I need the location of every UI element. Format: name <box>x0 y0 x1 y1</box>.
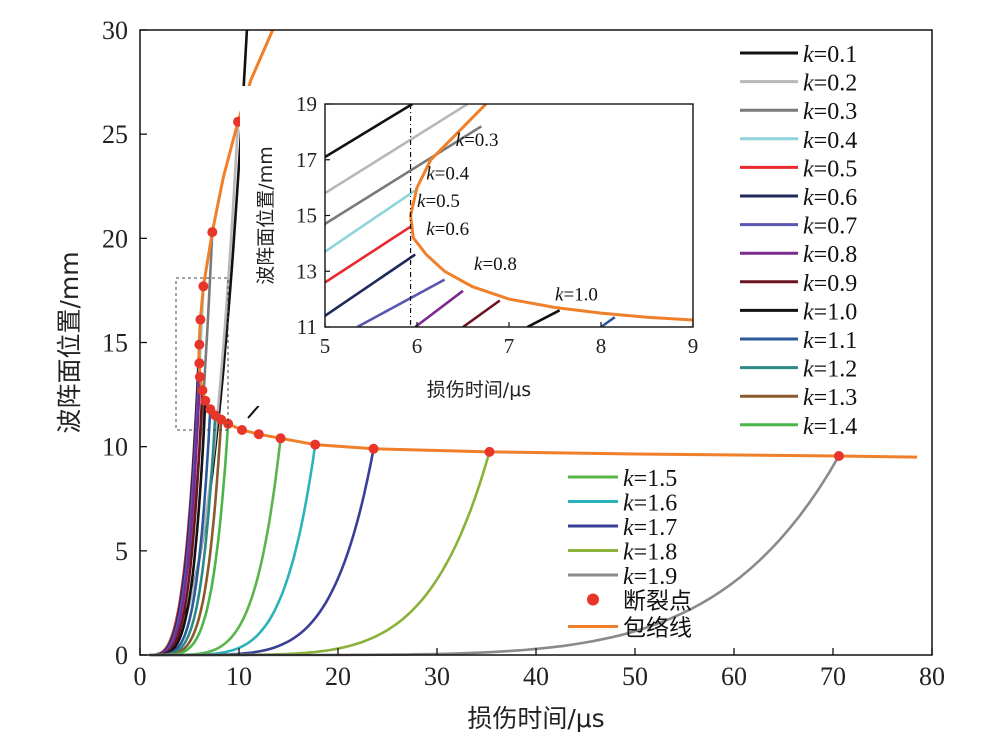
y-tick-label: 0 <box>115 641 128 670</box>
zoom-region-box <box>175 277 229 431</box>
inset-annotation: k=0.3 <box>456 130 499 151</box>
inset-plot: 5 6 7 8 9 11 13 15 17 19 损伤时间/μs 波阵面位置/mm k=0.3 k=0.4… <box>240 86 710 406</box>
fracture-point <box>833 451 844 461</box>
y-tick-label: 20 <box>102 224 128 253</box>
x-tick-label: 80 <box>919 662 945 691</box>
x-tick-label: 40 <box>523 662 549 691</box>
inset-annotation: k=0.5 <box>417 191 460 212</box>
inset-y-tick-label: 19 <box>296 92 317 116</box>
inset-annotation: k=0.8 <box>474 254 517 275</box>
inset-x-tick-label: 9 <box>688 334 699 358</box>
inset-background <box>240 86 710 406</box>
inset-annotation: k=0.4 <box>426 163 469 184</box>
y-tick-label: 15 <box>102 329 128 358</box>
legend-label-fracture: 断裂点 <box>623 589 692 615</box>
legend-label: k=1.3 <box>803 385 857 411</box>
inset-annotation: k=0.6 <box>426 219 469 240</box>
inset-y-axis-label: 波阵面位置/mm <box>255 146 277 284</box>
inset-y-tick-label: 11 <box>297 315 317 339</box>
main-envelope-layer <box>194 29 918 461</box>
legend-label: k=1.8 <box>623 540 677 566</box>
inset-x-axis-label: 损伤时间/μs <box>427 379 531 401</box>
legend-label: k=0.4 <box>803 128 857 154</box>
legend-label: k=0.2 <box>803 71 857 97</box>
legend-label: k=0.7 <box>803 214 857 240</box>
fracture-point <box>194 339 205 350</box>
fracture-point <box>197 385 208 396</box>
legend-label: k=0.6 <box>803 185 857 211</box>
fracture-point <box>223 418 234 429</box>
legend-label: k=0.5 <box>803 156 857 182</box>
inset-curve-k-0.4 <box>325 189 416 253</box>
x-tick-label: 10 <box>226 662 252 691</box>
inset-x-tick-label: 7 <box>504 334 515 358</box>
fracture-point <box>207 227 218 238</box>
x-tick-label: 30 <box>424 662 450 691</box>
fracture-point <box>194 358 205 369</box>
fracture-point <box>195 314 206 325</box>
inset-curve-k-0.6 <box>325 253 416 317</box>
fracture-point <box>484 446 495 457</box>
y-tick-label: 25 <box>102 120 128 149</box>
x-tick-label: 60 <box>721 662 747 691</box>
curve-k-0.8 <box>149 376 202 657</box>
curve-k-1.9 <box>149 455 841 657</box>
x-tick-label: 50 <box>622 662 648 691</box>
fracture-point <box>198 281 209 292</box>
inset-curve-k-0.2 <box>325 104 469 195</box>
legend-label: k=1.6 <box>623 491 677 517</box>
inset-curve-k-0.9 <box>462 299 501 327</box>
inset-curve-k-0.8 <box>414 289 464 327</box>
inset-curve-k-1.1 <box>600 316 616 327</box>
inset-y-tick-label: 15 <box>296 204 317 228</box>
fracture-point <box>253 429 264 440</box>
inset-curve-k-0.7 <box>356 278 446 327</box>
legend-label: k=1.0 <box>803 299 857 325</box>
x-tick-label: 70 <box>820 662 846 691</box>
legend-label: k=0.8 <box>803 242 857 268</box>
legend-label: k=1.5 <box>623 466 677 492</box>
legend-label: k=0.3 <box>803 99 857 125</box>
legend-label: k=1.4 <box>803 414 857 440</box>
inset-annotation: k=1.0 <box>555 285 598 306</box>
x-tick-label: 0 <box>134 662 147 691</box>
legend-label: k=1.1 <box>803 328 857 354</box>
y-axis-label: 波阵面位置/mm <box>55 251 84 433</box>
inset-curve-k-1.0 <box>526 309 561 327</box>
fracture-point <box>275 433 286 444</box>
legend-label: k=1.9 <box>623 564 677 590</box>
inset-x-tick-label: 5 <box>320 334 331 358</box>
curve-k-1.5 <box>149 438 282 657</box>
legend-marker-fracture <box>587 593 599 606</box>
legend-label: k=0.1 <box>803 42 857 68</box>
inset-envelope-line <box>409 104 693 322</box>
y-tick-label: 5 <box>115 537 128 566</box>
legend-label-envelope: 包络线 <box>623 616 692 642</box>
fracture-point <box>368 443 379 454</box>
legend-label: k=1.7 <box>623 515 677 541</box>
inset-y-tick-label: 17 <box>296 148 317 172</box>
fracture-point <box>200 395 211 406</box>
inset-curve-k-0.5 <box>325 225 412 284</box>
y-tick-label: 10 <box>102 433 128 462</box>
legend: k=0.1 k=0.2k=0.3 k=0.4k=0.5 k=0.6 k=0.7k=0.8… <box>568 36 925 642</box>
x-axis-label: 损伤时间/μs <box>467 704 604 733</box>
inset-x-tick-label: 8 <box>596 334 607 358</box>
fracture-point <box>310 439 321 450</box>
fracture-point <box>237 425 247 435</box>
fracture-point <box>194 371 205 382</box>
inset-curve-k-0.1 <box>325 104 414 159</box>
x-tick-label: 20 <box>325 662 351 691</box>
inset-x-tick-label: 6 <box>412 334 423 358</box>
legend-label: k=0.9 <box>803 271 857 297</box>
main-axes: 0 10 20 30 40 50 60 70 80 0 5 10 15 20 25 30 损伤时间/μs 波阵面位… <box>55 16 945 733</box>
y-tick-label: 30 <box>102 16 128 45</box>
inset-y-tick-label: 13 <box>296 259 317 283</box>
legend-label: k=1.2 <box>803 357 857 383</box>
inset-curve-k-0.3 <box>325 125 483 226</box>
